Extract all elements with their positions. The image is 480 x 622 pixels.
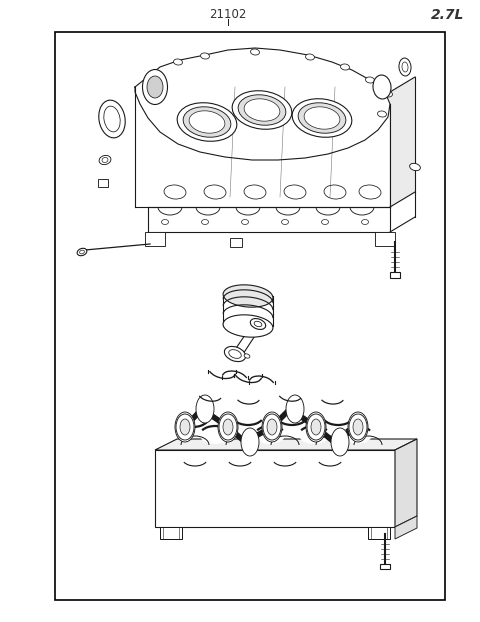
Ellipse shape	[244, 185, 266, 199]
Polygon shape	[135, 48, 390, 160]
Ellipse shape	[99, 156, 111, 165]
Ellipse shape	[196, 395, 214, 423]
Ellipse shape	[344, 427, 372, 443]
Bar	[55, 32, 445, 600]
Ellipse shape	[292, 99, 352, 137]
Ellipse shape	[255, 426, 285, 444]
Polygon shape	[395, 516, 417, 539]
Ellipse shape	[223, 315, 273, 337]
Ellipse shape	[102, 157, 108, 162]
Ellipse shape	[147, 76, 163, 98]
Ellipse shape	[378, 111, 386, 117]
Ellipse shape	[373, 75, 391, 99]
Text: 2.7L: 2.7L	[432, 8, 465, 22]
Ellipse shape	[324, 185, 346, 199]
Ellipse shape	[409, 164, 420, 170]
Ellipse shape	[232, 405, 264, 425]
Ellipse shape	[359, 185, 381, 199]
Ellipse shape	[299, 426, 329, 444]
Ellipse shape	[306, 54, 314, 60]
Ellipse shape	[104, 106, 120, 132]
Ellipse shape	[143, 70, 168, 104]
Ellipse shape	[241, 428, 259, 456]
Ellipse shape	[298, 103, 346, 133]
Ellipse shape	[306, 412, 326, 442]
Text: 21102: 21102	[209, 9, 247, 22]
Ellipse shape	[223, 285, 273, 307]
Ellipse shape	[284, 185, 306, 199]
Ellipse shape	[189, 111, 225, 133]
FancyBboxPatch shape	[98, 179, 108, 187]
Bar	[368, 527, 390, 539]
Ellipse shape	[244, 354, 250, 358]
Ellipse shape	[402, 62, 408, 72]
Ellipse shape	[399, 58, 411, 76]
Ellipse shape	[164, 185, 186, 199]
Ellipse shape	[99, 100, 125, 138]
Ellipse shape	[349, 414, 367, 440]
Ellipse shape	[348, 412, 368, 442]
Ellipse shape	[340, 64, 349, 70]
Ellipse shape	[263, 414, 281, 440]
Ellipse shape	[218, 412, 238, 442]
Bar	[145, 232, 165, 246]
Ellipse shape	[254, 322, 262, 327]
Bar	[390, 272, 400, 278]
Ellipse shape	[176, 414, 194, 440]
Ellipse shape	[286, 395, 304, 423]
Ellipse shape	[180, 419, 190, 435]
Ellipse shape	[251, 49, 260, 55]
Ellipse shape	[244, 99, 280, 121]
Ellipse shape	[361, 220, 369, 225]
Bar	[230, 238, 242, 247]
Ellipse shape	[204, 185, 226, 199]
Ellipse shape	[174, 59, 182, 65]
Ellipse shape	[177, 103, 237, 141]
Ellipse shape	[229, 350, 241, 358]
Ellipse shape	[80, 250, 84, 254]
Ellipse shape	[267, 419, 277, 435]
Ellipse shape	[151, 71, 159, 77]
Ellipse shape	[202, 220, 208, 225]
Polygon shape	[155, 439, 417, 450]
Ellipse shape	[219, 414, 237, 440]
Polygon shape	[135, 82, 148, 207]
Ellipse shape	[250, 318, 266, 330]
Ellipse shape	[224, 346, 246, 361]
Ellipse shape	[384, 91, 393, 97]
Ellipse shape	[177, 407, 209, 427]
Bar	[375, 232, 395, 246]
Ellipse shape	[322, 220, 328, 225]
Ellipse shape	[183, 107, 231, 137]
Ellipse shape	[366, 77, 374, 83]
Ellipse shape	[175, 412, 195, 442]
Ellipse shape	[232, 91, 292, 129]
Ellipse shape	[151, 94, 159, 100]
Ellipse shape	[223, 419, 233, 435]
Ellipse shape	[331, 428, 349, 456]
Bar	[160, 527, 182, 539]
Polygon shape	[135, 74, 160, 207]
Ellipse shape	[276, 405, 308, 425]
Ellipse shape	[241, 220, 249, 225]
Ellipse shape	[281, 220, 288, 225]
Ellipse shape	[161, 220, 168, 225]
Ellipse shape	[307, 414, 325, 440]
Ellipse shape	[201, 53, 209, 59]
Polygon shape	[155, 450, 395, 527]
Ellipse shape	[353, 419, 363, 435]
Ellipse shape	[77, 248, 87, 256]
Polygon shape	[135, 87, 390, 207]
Ellipse shape	[311, 419, 321, 435]
Ellipse shape	[238, 95, 286, 125]
Ellipse shape	[304, 107, 340, 129]
Ellipse shape	[200, 426, 230, 444]
Ellipse shape	[322, 405, 354, 425]
Bar	[380, 564, 390, 569]
Ellipse shape	[262, 412, 282, 442]
Polygon shape	[395, 439, 417, 527]
Polygon shape	[232, 322, 264, 354]
Polygon shape	[390, 77, 415, 207]
